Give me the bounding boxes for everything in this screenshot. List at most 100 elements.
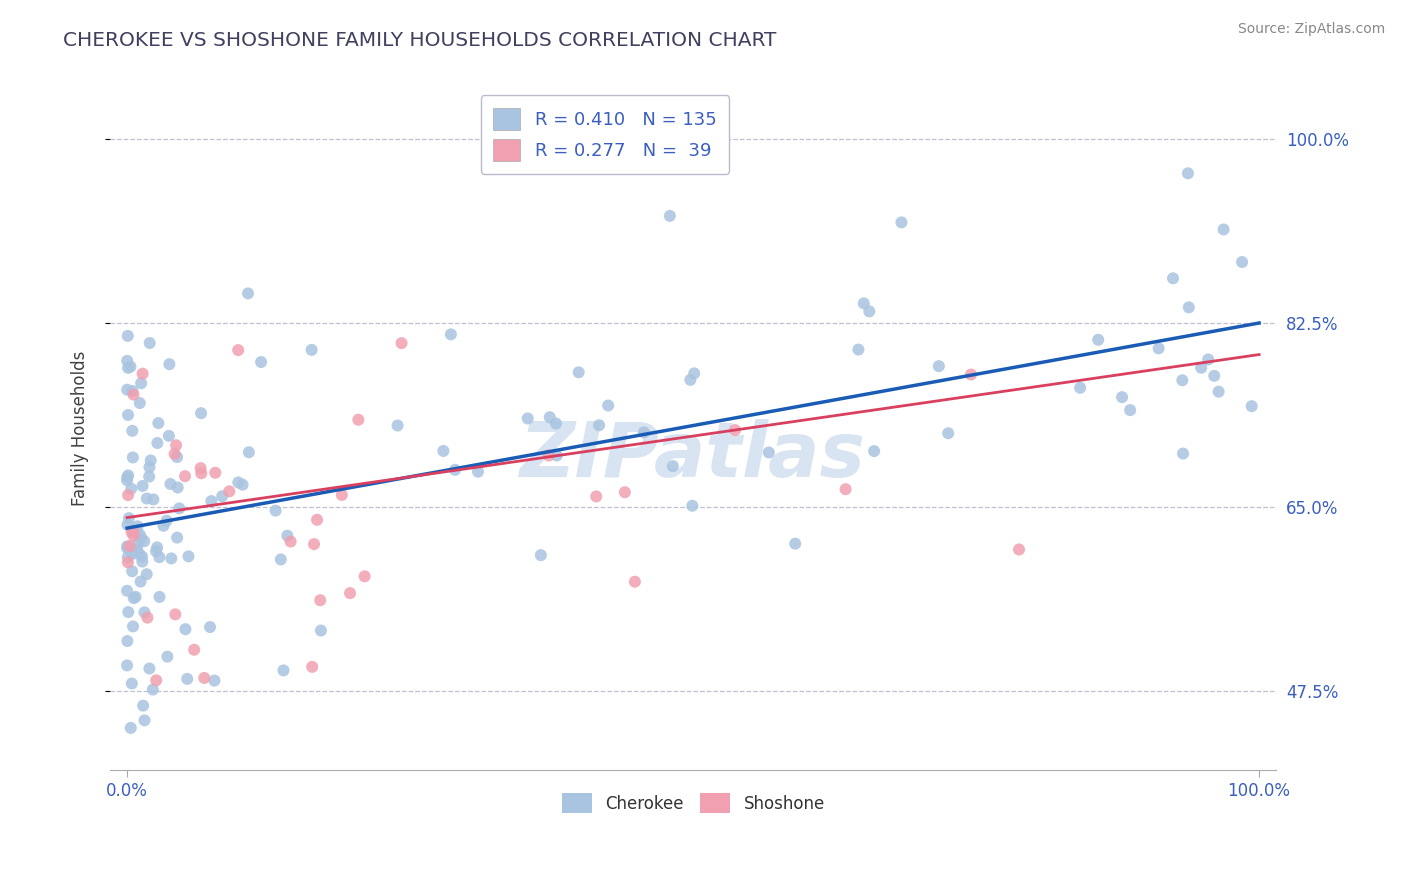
Point xyxy=(238,445,260,459)
Point xyxy=(226,475,249,490)
Point xyxy=(960,368,983,382)
Point xyxy=(157,429,180,443)
Point xyxy=(432,444,454,458)
Point xyxy=(131,531,153,545)
Point xyxy=(1147,342,1170,356)
Point xyxy=(204,466,226,480)
Point xyxy=(138,661,160,675)
Point xyxy=(190,406,212,420)
Point xyxy=(218,484,240,499)
Point xyxy=(128,528,150,542)
Point xyxy=(928,359,950,374)
Point xyxy=(516,411,538,425)
Point xyxy=(198,620,221,634)
Point xyxy=(307,513,329,527)
Point xyxy=(440,327,463,342)
Point xyxy=(121,384,143,398)
Point xyxy=(122,591,145,606)
Point xyxy=(146,436,169,450)
Point xyxy=(127,536,149,550)
Point xyxy=(633,425,655,440)
Point xyxy=(122,619,145,633)
Point xyxy=(467,465,489,479)
Point xyxy=(273,664,295,678)
Point xyxy=(588,418,610,433)
Point xyxy=(167,501,190,516)
Point xyxy=(115,354,138,368)
Point xyxy=(117,468,139,483)
Point xyxy=(1177,166,1199,180)
Point xyxy=(250,355,273,369)
Point xyxy=(118,511,141,525)
Point xyxy=(128,396,150,410)
Point xyxy=(138,336,160,351)
Point xyxy=(127,542,149,557)
Point xyxy=(131,367,153,381)
Point xyxy=(1161,271,1184,285)
Point xyxy=(530,548,553,562)
Point xyxy=(330,488,353,502)
Point xyxy=(148,590,170,604)
Point xyxy=(118,539,141,553)
Point xyxy=(121,424,143,438)
Point xyxy=(117,360,139,375)
Point xyxy=(166,531,188,545)
Point xyxy=(309,624,332,638)
Point xyxy=(166,481,188,495)
Point xyxy=(585,490,607,504)
Point xyxy=(598,399,620,413)
Point xyxy=(232,477,254,491)
Point xyxy=(121,547,143,561)
Point xyxy=(146,541,169,555)
Point xyxy=(120,482,142,496)
Point xyxy=(347,413,370,427)
Point xyxy=(309,593,332,607)
Point xyxy=(117,488,139,502)
Point xyxy=(1178,301,1201,315)
Point xyxy=(117,605,139,619)
Point xyxy=(138,460,160,475)
Point xyxy=(159,477,181,491)
Point xyxy=(391,336,413,351)
Point xyxy=(134,534,156,549)
Point xyxy=(124,590,146,604)
Point xyxy=(1212,222,1234,236)
Point xyxy=(165,438,187,452)
Point xyxy=(1008,542,1031,557)
Point xyxy=(145,544,167,558)
Point xyxy=(131,479,153,493)
Point xyxy=(139,453,162,467)
Point xyxy=(135,567,157,582)
Point xyxy=(176,672,198,686)
Point xyxy=(157,357,180,371)
Point xyxy=(613,485,636,500)
Point xyxy=(131,549,153,564)
Point xyxy=(117,329,139,343)
Point xyxy=(121,450,143,465)
Y-axis label: Family Households: Family Households xyxy=(72,351,89,506)
Point xyxy=(538,410,561,425)
Point xyxy=(117,517,139,532)
Point xyxy=(624,574,647,589)
Point xyxy=(117,555,139,569)
Point xyxy=(1197,352,1219,367)
Point xyxy=(658,209,681,223)
Point xyxy=(852,296,875,310)
Point xyxy=(339,586,361,600)
Point xyxy=(302,537,325,551)
Point xyxy=(121,564,143,578)
Point xyxy=(115,539,138,553)
Point xyxy=(1111,390,1133,404)
Point xyxy=(120,359,142,374)
Legend: Cherokee, Shoshone: Cherokee, Shoshone xyxy=(551,783,835,823)
Point xyxy=(679,373,702,387)
Point xyxy=(1240,399,1263,413)
Point xyxy=(142,682,165,697)
Point xyxy=(117,550,139,565)
Point xyxy=(858,304,880,318)
Point xyxy=(190,461,212,475)
Point xyxy=(127,519,149,533)
Point xyxy=(834,482,856,496)
Point xyxy=(681,499,703,513)
Point xyxy=(121,676,143,690)
